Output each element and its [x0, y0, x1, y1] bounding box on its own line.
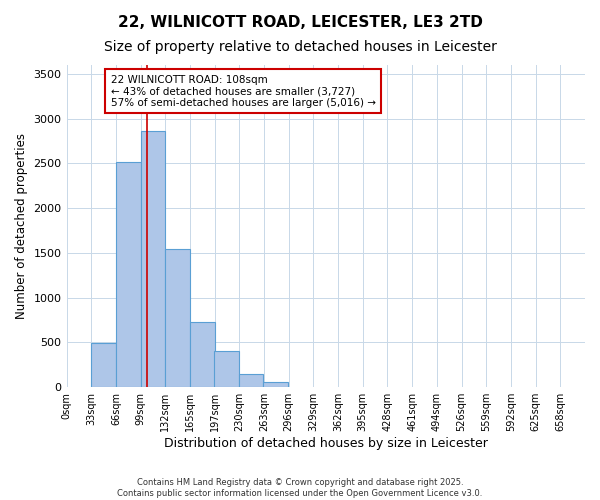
Text: 22, WILNICOTT ROAD, LEICESTER, LE3 2TD: 22, WILNICOTT ROAD, LEICESTER, LE3 2TD — [118, 15, 482, 30]
Text: Contains HM Land Registry data © Crown copyright and database right 2025.
Contai: Contains HM Land Registry data © Crown c… — [118, 478, 482, 498]
Bar — [190, 322, 215, 387]
Y-axis label: Number of detached properties: Number of detached properties — [15, 133, 28, 319]
Text: Size of property relative to detached houses in Leicester: Size of property relative to detached ho… — [104, 40, 496, 54]
Bar — [263, 382, 288, 387]
Bar — [140, 131, 165, 387]
Text: 22 WILNICOTT ROAD: 108sqm
← 43% of detached houses are smaller (3,727)
57% of se: 22 WILNICOTT ROAD: 108sqm ← 43% of detac… — [110, 74, 376, 108]
Bar — [239, 374, 263, 387]
Bar — [116, 162, 140, 387]
Bar — [214, 352, 239, 387]
Bar — [91, 344, 116, 387]
X-axis label: Distribution of detached houses by size in Leicester: Distribution of detached houses by size … — [164, 437, 488, 450]
Bar — [165, 250, 190, 387]
